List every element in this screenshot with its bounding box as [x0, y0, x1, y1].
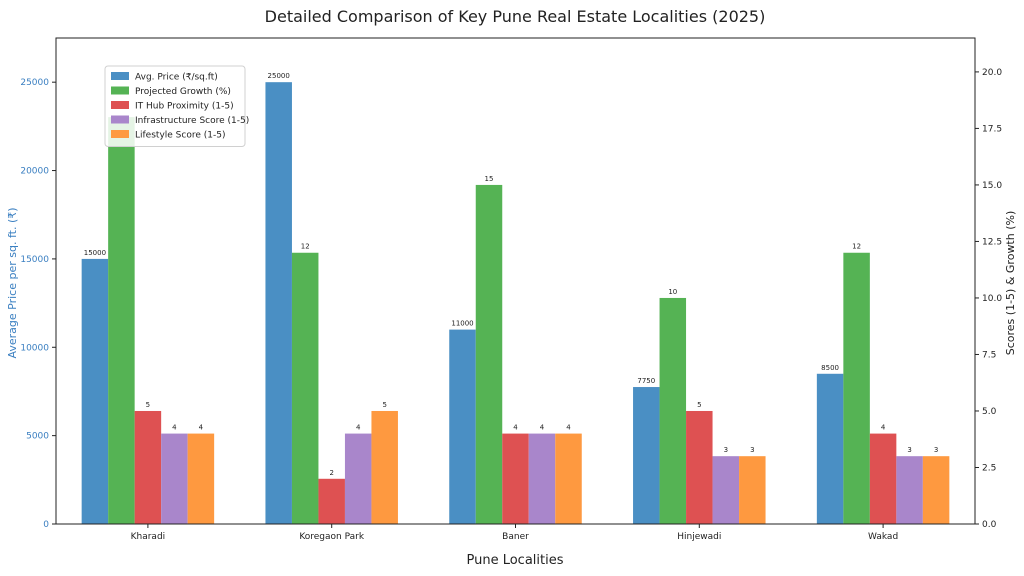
data-label: 3 — [934, 446, 938, 454]
legend-entry: Projected Growth (%) — [135, 87, 231, 97]
bar-avg-price-sq-ft-wakad — [816, 373, 844, 524]
data-label: 12 — [852, 243, 861, 251]
data-label: 10 — [668, 288, 677, 296]
x-tick-label: Koregaon Park — [299, 532, 365, 542]
y-right-tick-label: 20.0 — [982, 68, 1002, 78]
bar-lifestyle-score-1-5-wakad — [922, 456, 950, 524]
legend-swatch — [111, 72, 129, 80]
bar-infrastructure-score-1-5-kharadi — [161, 433, 188, 524]
bar-avg-price-sq-ft-hinjewadi — [633, 387, 660, 524]
legend-entry: Infrastructure Score (1-5) — [135, 116, 249, 126]
y-axis-left-label: Average Price per sq. ft. (₹) — [6, 207, 19, 358]
bar-avg-price-sq-ft-koregaon-park — [265, 82, 292, 524]
data-label: 4 — [199, 424, 204, 432]
bar-lifestyle-score-1-5-baner — [555, 433, 582, 524]
bar-it-hub-proximity-1-5-koregaon-park — [318, 478, 345, 524]
chart-title: Detailed Comparison of Key Pune Real Est… — [265, 7, 766, 26]
data-label: 15 — [485, 175, 494, 183]
bar-infrastructure-score-1-5-hinjewadi — [712, 456, 740, 524]
y-right-tick-label: 15.0 — [982, 181, 1002, 191]
data-label: 11000 — [451, 320, 473, 328]
bar-it-hub-proximity-1-5-hinjewadi — [686, 410, 713, 524]
bar-it-hub-proximity-1-5-kharadi — [134, 410, 162, 524]
legend-swatch — [111, 101, 129, 109]
y-left-tick-label: 15000 — [20, 255, 49, 265]
legend-entry: Avg. Price (₹/sq.ft) — [135, 73, 218, 83]
data-label: 25000 — [268, 72, 290, 80]
data-label: 4 — [540, 424, 545, 432]
data-label: 4 — [172, 424, 177, 432]
legend-entry: IT Hub Proximity (1-5) — [135, 102, 234, 112]
bar-infrastructure-score-1-5-wakad — [896, 456, 923, 524]
data-label: 7750 — [637, 377, 655, 385]
bar-avg-price-sq-ft-baner — [449, 329, 476, 524]
y-left-tick-label: 5000 — [26, 432, 49, 442]
data-label: 3 — [750, 446, 754, 454]
data-label: 12 — [301, 243, 310, 251]
y-right-tick-label: 0.0 — [982, 520, 997, 530]
legend: Avg. Price (₹/sq.ft) Projected Growth (%)… — [104, 65, 249, 147]
bar-infrastructure-score-1-5-baner — [528, 433, 556, 524]
data-label: 4 — [566, 424, 571, 432]
legend-swatch — [111, 115, 129, 124]
y-right-tick-label: 5.0 — [982, 407, 997, 417]
data-label: 4 — [881, 424, 886, 432]
bar-projected-growth-wakad — [843, 252, 870, 524]
y-left-tick-label: 20000 — [20, 167, 49, 177]
bar-infrastructure-score-1-5-koregaon-park — [344, 433, 372, 524]
x-tick-label: Hinjewadi — [677, 532, 721, 542]
legend-swatch — [111, 130, 129, 138]
bar-avg-price-sq-ft-kharadi — [81, 258, 109, 524]
data-label: 3 — [907, 446, 911, 454]
data-label: 5 — [382, 401, 386, 409]
y-left-tick-label: 0 — [43, 520, 49, 530]
bar-projected-growth-baner — [475, 184, 503, 524]
bar-projected-growth-hinjewadi — [659, 297, 687, 524]
legend-swatch — [111, 86, 129, 95]
x-tick-label: Baner — [502, 532, 529, 542]
data-label: 4 — [356, 424, 361, 432]
y-right-tick-label: 12.5 — [982, 237, 1002, 247]
y-left-tick-label: 25000 — [20, 78, 49, 88]
bar-lifestyle-score-1-5-hinjewadi — [739, 456, 766, 524]
bar-projected-growth-koregaon-park — [291, 252, 319, 524]
bar-it-hub-proximity-1-5-wakad — [869, 433, 897, 524]
y-left-tick-label: 10000 — [20, 343, 49, 353]
y-right-tick-label: 17.5 — [982, 124, 1002, 134]
x-axis-label: Pune Localities — [466, 553, 563, 568]
data-label: 4 — [513, 424, 518, 432]
bar-lifestyle-score-1-5-koregaon-park — [371, 410, 398, 524]
y-right-tick-label: 2.5 — [982, 463, 996, 473]
legend-box — [104, 65, 246, 147]
data-label: 2 — [329, 469, 333, 477]
bar-lifestyle-score-1-5-kharadi — [187, 433, 215, 524]
bar-projected-growth-kharadi — [108, 117, 135, 525]
data-label: 15000 — [84, 249, 106, 257]
data-label: 5 — [146, 401, 150, 409]
data-label: 3 — [724, 446, 728, 454]
y-axis-right-label: Scores (1-5) & Growth (%) — [1004, 211, 1017, 356]
legend-entry: Lifestyle Score (1-5) — [135, 131, 225, 141]
bar-it-hub-proximity-1-5-baner — [502, 433, 529, 524]
data-label: 8500 — [821, 364, 839, 372]
x-tick-label: Kharadi — [131, 532, 166, 542]
y-right-tick-label: 10.0 — [982, 294, 1002, 304]
x-tick-label: Wakad — [868, 532, 898, 542]
data-label: 5 — [697, 401, 701, 409]
y-right-tick-label: 7.5 — [982, 350, 996, 360]
